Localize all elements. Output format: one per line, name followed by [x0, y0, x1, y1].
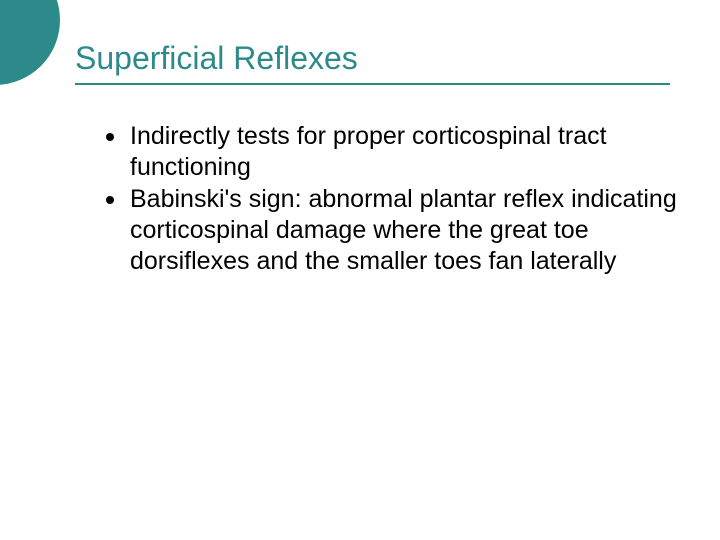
slide-title: Superficial Reflexes [75, 40, 685, 83]
list-item: Babinski's sign: abnormal plantar reflex… [130, 184, 685, 278]
slide-content: Superficial Reflexes Indirectly tests fo… [75, 40, 685, 277]
bullet-list: Indirectly tests for proper corticospina… [75, 121, 685, 277]
corner-circle-decoration [0, 0, 60, 85]
list-item: Indirectly tests for proper corticospina… [130, 121, 685, 184]
title-underline [75, 83, 670, 85]
